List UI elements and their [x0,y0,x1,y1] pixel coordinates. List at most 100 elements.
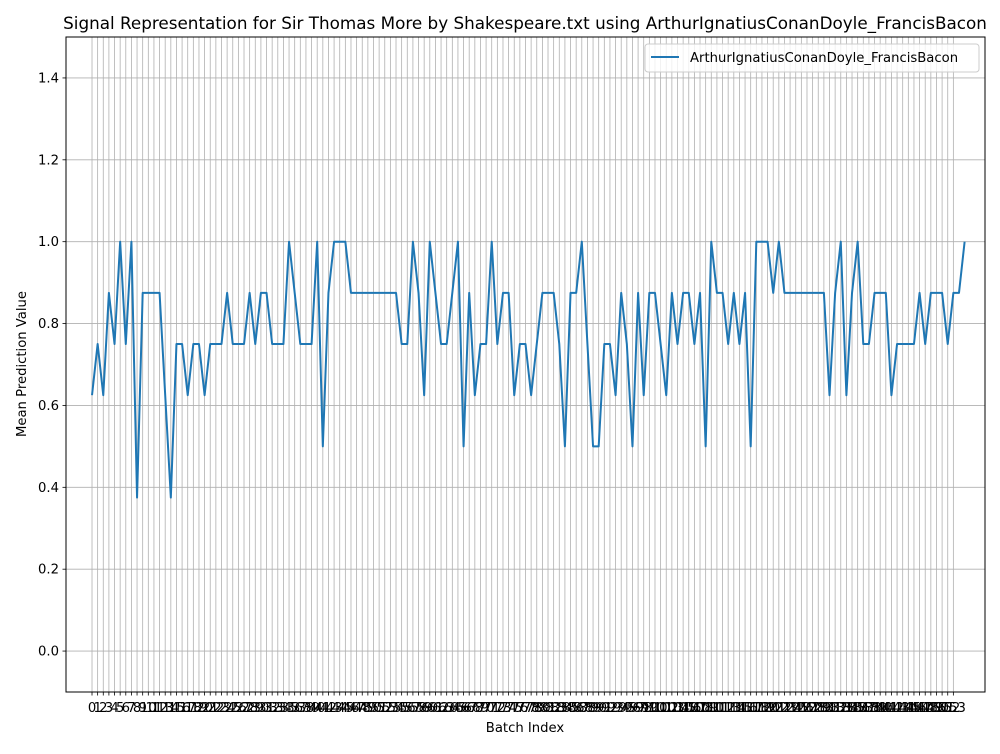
x-tick-label: 142 [879,701,904,716]
x-tick-label: 138 [856,701,881,716]
x-tick-label: 128 [800,701,825,716]
x-tick-label: 80 [534,701,551,716]
x-tick-label: 123 [772,701,797,716]
y-tick-label: 1.4 [38,71,59,86]
x-tick-label: 24 [219,701,236,716]
x-tick-label: 131 [817,701,842,716]
x-tick-label: 110 [699,701,724,716]
x-tick-label: 132 [823,701,848,716]
x-tick-label: 113 [716,701,741,716]
x-tick-label: 29 [247,701,264,716]
x-tick-label: 49 [359,701,376,716]
x-tick-label: 72 [489,701,506,716]
x-tick-label: 95 [618,701,635,716]
x-tick-label: 89 [585,701,602,716]
x-tick-label: 108 [687,701,712,716]
legend-box [644,43,980,73]
x-tick-label: 50 [365,701,382,716]
x-tick-label: 66 [455,701,472,716]
x-tick-label: 105 [671,701,696,716]
x-tick-label: 23 [213,701,230,716]
x-tick-label: 119 [749,701,774,716]
x-tick-label: 152 [935,701,960,716]
x-tick-label: 68 [466,701,483,716]
x-tick-label: 122 [766,701,791,716]
x-tick-label: 63 [438,701,455,716]
x-tick-label: 144 [890,701,915,716]
y-tick-label: 0.4 [38,481,59,496]
x-tick-label: 27 [236,701,253,716]
x-tick-label: 104 [665,701,690,716]
x-tick-label: 20 [196,701,213,716]
x-tick-label: 18 [185,701,202,716]
x-tick-label: 86 [568,701,585,716]
x-tick-label: 143 [884,701,909,716]
x-tick-label: 150 [924,701,949,716]
x-tick-label: 99 [641,701,658,716]
x-tick-label: 13 [157,701,174,716]
x-tick-label: 43 [326,701,343,716]
x-tick-label: 48 [354,701,371,716]
x-tick-label: 9 [138,701,146,716]
x-tick-label: 117 [738,701,763,716]
x-tick-label: 91 [596,701,613,716]
x-tick-label: 37 [292,701,309,716]
x-tick-label: 103 [659,701,684,716]
x-tick-label: 74 [500,701,517,716]
x-tick-label: 90 [590,701,607,716]
x-tick-label: 60 [421,701,438,716]
x-tick-label: 26 [230,701,247,716]
y-gridlines [66,77,985,652]
x-tick-label: 46 [343,701,360,716]
y-tick-label: 1.2 [38,153,59,168]
x-tick-label: 5 [116,701,124,716]
x-tick-label: 130 [811,701,836,716]
x-tick-label: 129 [806,701,831,716]
y-tick-label: 0.6 [38,399,59,414]
x-tick-label: 85 [562,701,579,716]
x-tick-label: 137 [851,701,876,716]
x-tick-label: 107 [682,701,707,716]
x-tick-label: 16 [174,701,191,716]
x-tick-label: 58 [410,701,427,716]
x-tick-label: 2 [99,701,107,716]
x-tick-label: 42 [320,701,337,716]
x-tick-label: 148 [913,701,938,716]
series-layer [91,240,966,499]
x-tick-label: 62 [433,701,450,716]
x-tick-label: 67 [461,701,478,716]
x-tick-label: 73 [495,701,512,716]
x-tick-label: 145 [896,701,921,716]
x-tick-label: 25 [224,701,241,716]
x-tick-label: 97 [630,701,647,716]
x-tick-label: 127 [794,701,819,716]
x-tick-label: 120 [755,701,780,716]
x-tick-label: 94 [613,701,630,716]
x-tick-label: 83 [551,701,568,716]
y-tick-label: 0.0 [38,645,59,660]
x-tick-label: 41 [314,701,331,716]
x-tick-label: 111 [704,701,729,716]
x-tick-label: 53 [382,701,399,716]
x-tick-label: 14 [162,701,179,716]
x-tick-label: 114 [721,701,746,716]
y-tick-label: 1.0 [38,235,59,250]
x-tick-label: 96 [624,701,641,716]
x-tick-label: 116 [732,701,757,716]
x-tick-label: 7 [127,701,135,716]
x-tick-label: 139 [862,701,887,716]
x-tick-label: 125 [783,701,808,716]
x-tick-label: 69 [472,701,489,716]
x-tick-label: 82 [545,701,562,716]
x-tick-label: 106 [676,701,701,716]
x-tick-label: 35 [281,701,298,716]
x-tick-label: 84 [557,701,574,716]
x-tick-label: 30 [253,701,270,716]
x-tick-label: 3 [105,701,113,716]
x-tick-label: 64 [444,701,461,716]
x-tick-label: 149 [918,701,943,716]
x-tick-label: 21 [202,701,219,716]
